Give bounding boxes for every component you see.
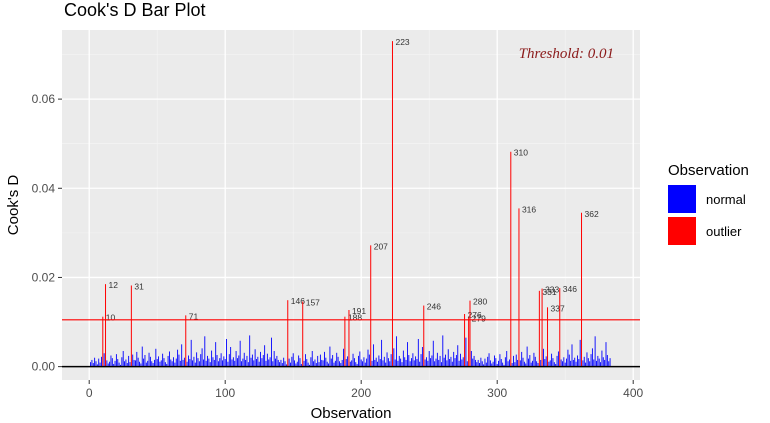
y-tick-label: 0.02 [32, 270, 56, 284]
x-tick-label: 100 [215, 386, 235, 400]
outlier-label-223: 223 [395, 37, 409, 47]
y-tick-label: 0.06 [32, 92, 56, 106]
outlier-label-337: 337 [551, 303, 565, 313]
outlier-label-31: 31 [134, 281, 144, 291]
plot-panel [62, 30, 640, 380]
outlier-label-362: 362 [585, 209, 599, 219]
y-tick-label: 0.04 [32, 181, 56, 195]
outlier-label-280: 280 [473, 297, 487, 307]
x-tick-label: 400 [623, 386, 643, 400]
threshold-annotation: Threshold: 0.01 [519, 46, 614, 62]
outlier-label-10: 10 [106, 313, 116, 323]
outlier-label-71: 71 [189, 311, 199, 321]
legend-item-normal: normal [668, 185, 749, 213]
outlier-label-310: 310 [514, 148, 528, 158]
outlier-label-276: 276 [468, 310, 482, 320]
x-axis-title: Observation [311, 405, 392, 422]
outlier-label-333: 333 [545, 285, 559, 295]
outlier-label-279: 279 [472, 314, 486, 324]
legend-title: Observation [668, 162, 749, 179]
legend-label-outlier: outlier [706, 223, 742, 239]
y-tick-label: 0.00 [32, 360, 56, 374]
legend: Observation normal outlier [668, 162, 749, 249]
outlier-label-207: 207 [374, 241, 388, 251]
chart-title: Cook's D Bar Plot [64, 0, 206, 20]
x-tick-label: 300 [487, 386, 507, 400]
outlier-label-191: 191 [352, 306, 366, 316]
x-tick-label: 200 [351, 386, 371, 400]
outlier-label-346: 346 [563, 284, 577, 294]
outlier-label-146: 146 [291, 296, 305, 306]
outlier-label-157: 157 [306, 298, 320, 308]
legend-key-outlier [668, 217, 696, 245]
x-tick-label: 0 [86, 386, 93, 400]
legend-label-normal: normal [706, 191, 746, 207]
legend-key-normal [668, 185, 696, 213]
outlier-label-12: 12 [109, 280, 119, 290]
outlier-label-316: 316 [522, 204, 536, 214]
outlier-label-331: 331 [542, 287, 556, 297]
outlier-label-188: 188 [348, 313, 362, 323]
outlier-label-246: 246 [427, 302, 441, 312]
y-axis-title: Cook's D [5, 175, 22, 236]
legend-item-outlier: outlier [668, 217, 749, 245]
